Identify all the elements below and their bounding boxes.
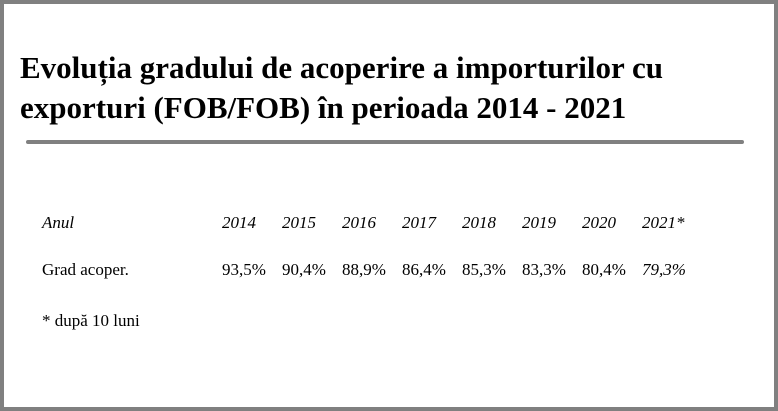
table-cell: 79,3%	[642, 260, 686, 279]
table-cell: 90,4%	[282, 260, 326, 279]
header-cell: 2021*	[642, 213, 685, 232]
header-cell: 2017	[402, 213, 436, 232]
header-cell: 2015	[282, 213, 316, 232]
table-cell: Grad acoper.	[42, 260, 129, 279]
table-cell: 83,3%	[522, 260, 566, 279]
header-cell: 2016	[342, 213, 376, 232]
header-cell: Anul	[42, 213, 75, 232]
title: Evoluția gradului de acoperire a importu…	[20, 50, 663, 125]
table-cell: 85,3%	[462, 260, 506, 279]
header-cell: 2020	[582, 213, 616, 232]
table-cell: 93,5%	[222, 260, 266, 279]
title-rule	[26, 140, 744, 144]
footnote: * după 10 luni	[42, 311, 140, 330]
table-cell: 88,9%	[342, 260, 386, 279]
header-cell: 2018	[462, 213, 496, 232]
table-cell: 80,4%	[582, 260, 626, 279]
header-cell: 2019	[522, 213, 556, 232]
header-cell: 2014	[222, 213, 256, 232]
table-cell: 86,4%	[402, 260, 446, 279]
